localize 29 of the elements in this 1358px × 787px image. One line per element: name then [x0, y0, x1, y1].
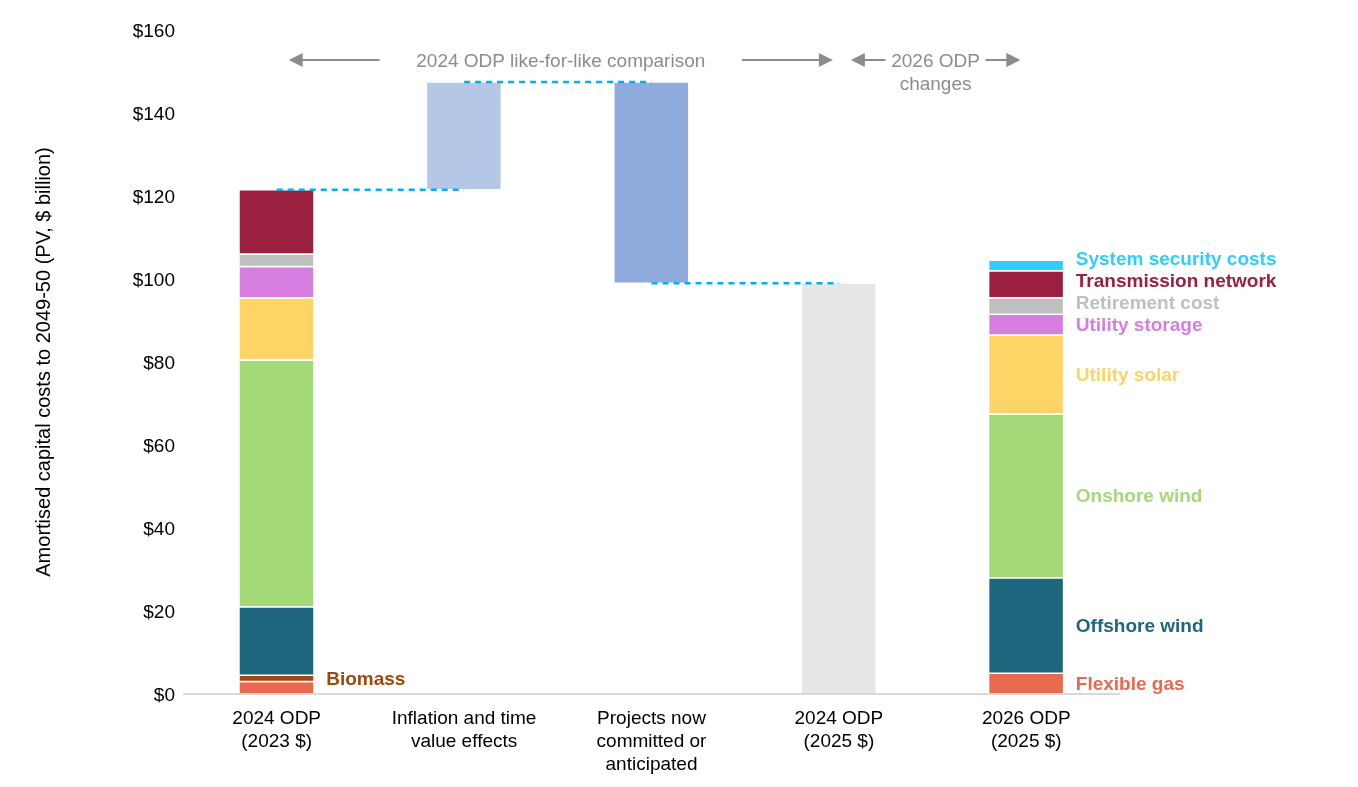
y-tick-label: $0	[153, 683, 175, 705]
annotation: 2026 ODP changes	[891, 49, 980, 94]
x-tick-label: 2024 ODP (2023 $)	[232, 707, 322, 751]
y-tick-label: $120	[132, 185, 175, 207]
bar	[425, 81, 503, 191]
series-label: Biomass	[326, 667, 406, 689]
y-tick-label: $160	[132, 19, 175, 41]
series-label: System security costs	[1075, 248, 1277, 270]
annotation: 2024 ODP like-for-like comparison	[416, 49, 706, 71]
y-tick-label: $40	[143, 517, 175, 539]
y-tick-label: $80	[143, 351, 175, 373]
series-label: Onshore wind	[1075, 485, 1203, 507]
series-label: Transmission network	[1075, 270, 1277, 292]
y-tick-label: $100	[132, 268, 175, 290]
bar	[800, 282, 877, 694]
series-label: Utility solar	[1075, 363, 1180, 385]
series-label: Utility storage	[1075, 314, 1203, 336]
x-tick-label: 2026 ODP (2025 $)	[981, 707, 1071, 751]
series-label: Offshore wind	[1075, 615, 1204, 637]
x-tick-label: Inflation and time value effects	[391, 707, 537, 751]
series-label: Flexible gas	[1075, 673, 1185, 695]
y-axis-title: Amortised capital costs to 2049-50 (PV, $ billion)	[32, 147, 55, 577]
series-label: Retirement cost	[1075, 292, 1221, 314]
y-tick-label: $20	[143, 600, 175, 622]
x-tick-label: 2024 ODP (2025 $)	[794, 707, 884, 751]
y-tick-label: $60	[143, 434, 175, 456]
y-tick-label: $140	[132, 102, 175, 124]
x-tick-label: Projects now committed or anticipated	[596, 707, 708, 774]
bar	[613, 81, 690, 284]
